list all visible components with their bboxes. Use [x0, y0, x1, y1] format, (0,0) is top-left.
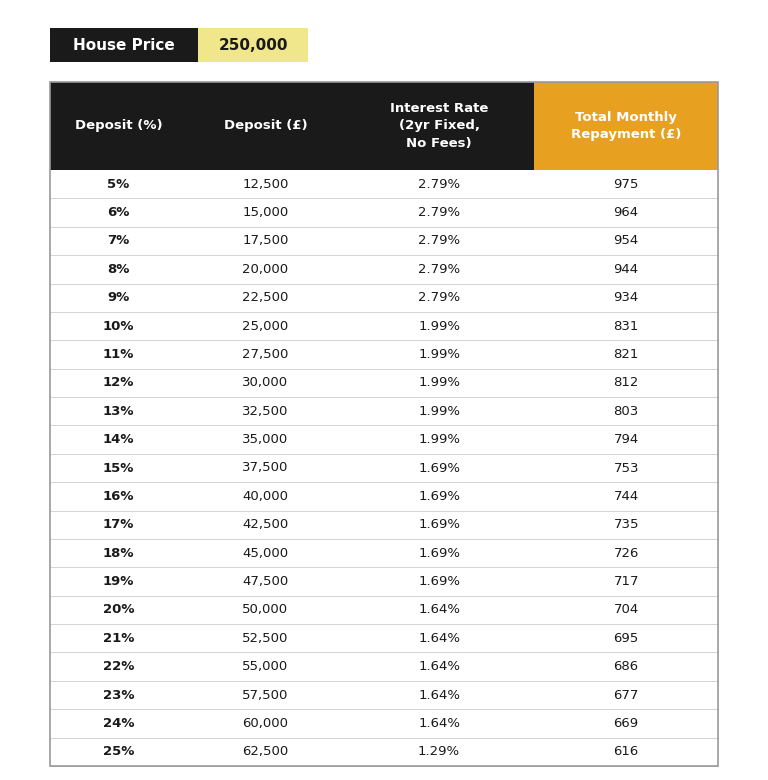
FancyBboxPatch shape [50, 28, 198, 62]
Text: House Price: House Price [73, 37, 175, 52]
Text: 1.64%: 1.64% [418, 689, 460, 701]
Text: 794: 794 [614, 433, 639, 446]
Text: 1.69%: 1.69% [418, 518, 460, 531]
Text: 11%: 11% [103, 348, 134, 361]
Text: 934: 934 [614, 291, 639, 304]
Text: 40,000: 40,000 [243, 490, 289, 503]
Text: 717: 717 [614, 575, 639, 588]
Text: 1.69%: 1.69% [418, 575, 460, 588]
Text: 831: 831 [614, 320, 639, 332]
Text: 23%: 23% [103, 689, 134, 701]
Text: 24%: 24% [103, 717, 134, 730]
Text: 9%: 9% [108, 291, 130, 304]
Text: 753: 753 [614, 462, 639, 474]
FancyBboxPatch shape [535, 82, 718, 170]
Text: 16%: 16% [103, 490, 134, 503]
Text: 1.29%: 1.29% [418, 746, 460, 758]
Text: 954: 954 [614, 235, 639, 247]
Text: 55,000: 55,000 [243, 660, 289, 673]
Text: 1.99%: 1.99% [418, 433, 460, 446]
Text: 803: 803 [614, 405, 639, 418]
Text: 821: 821 [614, 348, 639, 361]
Text: 22,500: 22,500 [242, 291, 289, 304]
Text: 1.99%: 1.99% [418, 377, 460, 389]
Text: 1.64%: 1.64% [418, 660, 460, 673]
Text: 15%: 15% [103, 462, 134, 474]
Text: 1.64%: 1.64% [418, 717, 460, 730]
Text: 25%: 25% [103, 746, 134, 758]
Text: 20%: 20% [103, 604, 134, 616]
Text: 1.69%: 1.69% [418, 462, 460, 474]
Text: 2.79%: 2.79% [418, 235, 460, 247]
Text: Deposit (%): Deposit (%) [74, 119, 162, 133]
Text: 1.99%: 1.99% [418, 320, 460, 332]
Text: Deposit (£): Deposit (£) [223, 119, 307, 133]
Text: 27,500: 27,500 [242, 348, 289, 361]
Text: 1.69%: 1.69% [418, 490, 460, 503]
Text: 17,500: 17,500 [242, 235, 289, 247]
Text: 13%: 13% [103, 405, 134, 418]
Text: 1.69%: 1.69% [418, 547, 460, 559]
Text: Total Monthly
Repayment (£): Total Monthly Repayment (£) [571, 111, 681, 141]
Text: 944: 944 [614, 263, 639, 276]
Text: 57,500: 57,500 [242, 689, 289, 701]
Text: 677: 677 [614, 689, 639, 701]
Text: 60,000: 60,000 [243, 717, 289, 730]
Text: 8%: 8% [108, 263, 130, 276]
Text: 14%: 14% [103, 433, 134, 446]
Text: 5%: 5% [108, 178, 130, 190]
Text: 18%: 18% [103, 547, 134, 559]
Text: 21%: 21% [103, 632, 134, 645]
Text: 50,000: 50,000 [243, 604, 289, 616]
Text: 695: 695 [614, 632, 639, 645]
Text: 1.64%: 1.64% [418, 604, 460, 616]
Text: 1.99%: 1.99% [418, 348, 460, 361]
Text: 25,000: 25,000 [243, 320, 289, 332]
Text: 10%: 10% [103, 320, 134, 332]
Text: 7%: 7% [108, 235, 130, 247]
Text: 2.79%: 2.79% [418, 263, 460, 276]
Text: 1.64%: 1.64% [418, 632, 460, 645]
Text: 669: 669 [614, 717, 639, 730]
Text: 6%: 6% [108, 206, 130, 219]
Text: 19%: 19% [103, 575, 134, 588]
Text: 735: 735 [614, 518, 639, 531]
Text: 17%: 17% [103, 518, 134, 531]
Text: 726: 726 [614, 547, 639, 559]
Text: 704: 704 [614, 604, 639, 616]
Text: 45,000: 45,000 [243, 547, 289, 559]
Text: 32,500: 32,500 [242, 405, 289, 418]
Text: 964: 964 [614, 206, 639, 219]
Text: 2.79%: 2.79% [418, 291, 460, 304]
FancyBboxPatch shape [50, 82, 535, 170]
Text: 686: 686 [614, 660, 639, 673]
Text: 1.99%: 1.99% [418, 405, 460, 418]
Text: Interest Rate
(2yr Fixed,
No Fees): Interest Rate (2yr Fixed, No Fees) [390, 102, 488, 150]
Text: 22%: 22% [103, 660, 134, 673]
Text: 250,000: 250,000 [218, 37, 288, 52]
Text: 812: 812 [614, 377, 639, 389]
Text: 2.79%: 2.79% [418, 206, 460, 219]
FancyBboxPatch shape [198, 28, 308, 62]
Text: 37,500: 37,500 [242, 462, 289, 474]
Text: 20,000: 20,000 [243, 263, 289, 276]
Text: 15,000: 15,000 [243, 206, 289, 219]
Text: 62,500: 62,500 [243, 746, 289, 758]
Text: 975: 975 [614, 178, 639, 190]
Text: 35,000: 35,000 [243, 433, 289, 446]
Text: 42,500: 42,500 [243, 518, 289, 531]
Text: 12%: 12% [103, 377, 134, 389]
Text: 47,500: 47,500 [243, 575, 289, 588]
Text: 30,000: 30,000 [243, 377, 289, 389]
Text: 744: 744 [614, 490, 639, 503]
Text: 616: 616 [614, 746, 639, 758]
Text: 2.79%: 2.79% [418, 178, 460, 190]
Text: 12,500: 12,500 [242, 178, 289, 190]
Text: 52,500: 52,500 [242, 632, 289, 645]
